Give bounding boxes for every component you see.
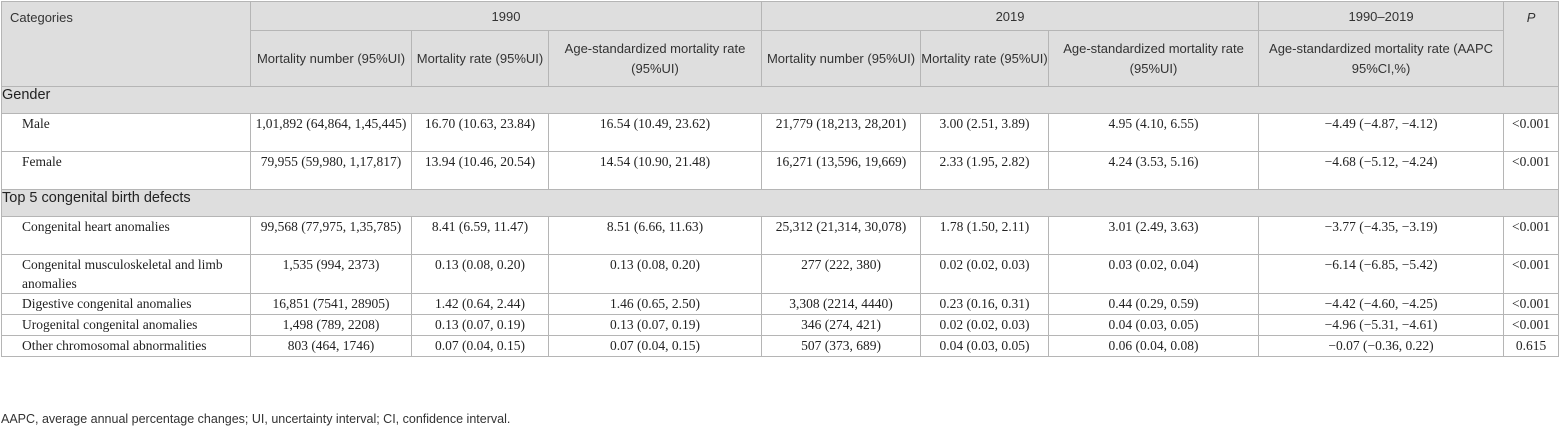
cell: 0.04 (0.03, 0.05): [920, 335, 1050, 357]
p-value: <0.001: [1503, 293, 1560, 315]
cell: 3,308 (2214, 4440): [761, 293, 922, 315]
p-value: <0.001: [1503, 113, 1560, 152]
p-value: <0.001: [1503, 216, 1560, 255]
header-group-2019: 2019: [761, 1, 1260, 31]
cell: 0.03 (0.02, 0.04): [1048, 254, 1260, 294]
cell: 21,779 (18,213, 28,201): [761, 113, 922, 152]
cell: 16,271 (13,596, 19,669): [761, 151, 922, 190]
cell: 16.54 (10.49, 23.62): [547, 113, 763, 152]
cell: 16,851 (7541, 28905): [250, 293, 412, 315]
cell: −4.42 (−4.60, −4.25): [1258, 293, 1505, 315]
table-footnote: AAPC, average annual percentage changes;…: [1, 412, 511, 426]
row-label: Female: [1, 151, 251, 190]
cell: 0.44 (0.29, 0.59): [1048, 293, 1260, 315]
section-title: Top 5 congenital birth defects: [0, 189, 1560, 217]
cell: 1,498 (789, 2208): [250, 314, 412, 336]
table-row: Congenital heart anomalies 99,568 (77,97…: [1, 216, 1560, 255]
row-label: Urogenital congenital anomalies: [1, 314, 251, 336]
cell: 8.41 (6.59, 11.47): [411, 216, 549, 255]
header-sub: Mortality number (95%UI): [250, 30, 412, 87]
cell: 0.13 (0.08, 0.20): [411, 254, 549, 294]
table-row: Digestive congenital anomalies 16,851 (7…: [1, 293, 1560, 315]
cell: 0.23 (0.16, 0.31): [920, 293, 1050, 315]
cell: −4.68 (−5.12, −4.24): [1258, 151, 1505, 190]
cell: 803 (464, 1746): [250, 335, 412, 357]
row-label: Congenital musculoskeletal and limb anom…: [1, 254, 251, 294]
section-header-gender: Gender: [0, 86, 1560, 114]
cell: 3.00 (2.51, 3.89): [920, 113, 1050, 152]
cell: 0.06 (0.04, 0.08): [1048, 335, 1260, 357]
header-group-change: 1990–2019: [1258, 1, 1505, 31]
table-row: Other chromosomal abnormalities 803 (464…: [1, 335, 1560, 357]
cell: 2.33 (1.95, 2.82): [920, 151, 1050, 190]
cell: 1,01,892 (64,864, 1,45,445): [250, 113, 412, 152]
cell: 3.01 (2.49, 3.63): [1048, 216, 1260, 255]
p-value: <0.001: [1503, 314, 1560, 336]
header-sub: Age-standardized mortality rate (95%UI): [1048, 30, 1260, 87]
cell: 79,955 (59,980, 1,17,817): [250, 151, 412, 190]
cell: 277 (222, 380): [761, 254, 922, 294]
cell: −0.07 (−0.36, 0.22): [1258, 335, 1505, 357]
header-sub: Mortality number (95%UI): [761, 30, 922, 87]
header-sub: Age-standardized mortality rate (95%UI): [547, 30, 763, 87]
cell: 1.42 (0.64, 2.44): [411, 293, 549, 315]
cell: 0.13 (0.07, 0.19): [411, 314, 549, 336]
cell: 1,535 (994, 2373): [250, 254, 412, 294]
cell: 1.78 (1.50, 2.11): [920, 216, 1050, 255]
cell: 0.02 (0.02, 0.03): [920, 314, 1050, 336]
row-label: Male: [1, 113, 251, 152]
header-row-groups: Categories 1990 2019 1990–2019 P: [1, 1, 1560, 87]
header-sub: Mortality rate (95%UI): [920, 30, 1050, 87]
cell: 13.94 (10.46, 20.54): [411, 151, 549, 190]
p-value: 0.615: [1503, 335, 1560, 357]
header-sub: Mortality rate (95%UI): [411, 30, 549, 87]
cell: −3.77 (−4.35, −3.19): [1258, 216, 1505, 255]
cell: −4.96 (−5.31, −4.61): [1258, 314, 1505, 336]
header-group-1990: 1990: [249, 1, 763, 31]
cell: 4.95 (4.10, 6.55): [1048, 113, 1260, 152]
cell: 14.54 (10.90, 21.48): [547, 151, 763, 190]
cell: 8.51 (6.66, 11.63): [547, 216, 763, 255]
cell: 0.07 (0.04, 0.15): [411, 335, 549, 357]
table-row: Urogenital congenital anomalies 1,498 (7…: [1, 314, 1560, 336]
mortality-table: Categories 1990 2019 1990–2019 P Mortali…: [0, 1, 1560, 357]
cell: 25,312 (21,314, 30,078): [761, 216, 922, 255]
cell: 346 (274, 421): [761, 314, 922, 336]
row-label: Digestive congenital anomalies: [1, 293, 251, 315]
section-title: Gender: [0, 86, 1560, 114]
cell: −4.49 (−4.87, −4.12): [1258, 113, 1505, 152]
cell: 0.13 (0.08, 0.20): [547, 254, 763, 294]
cell: 1.46 (0.65, 2.50): [547, 293, 763, 315]
header-p: P: [1503, 1, 1560, 87]
cell: 0.07 (0.04, 0.15): [547, 335, 763, 357]
cell: 99,568 (77,975, 1,35,785): [250, 216, 412, 255]
cell: 0.13 (0.07, 0.19): [547, 314, 763, 336]
cell: −6.14 (−6.85, −5.42): [1258, 254, 1505, 294]
cell: 4.24 (3.53, 5.16): [1048, 151, 1260, 190]
cell: 507 (373, 689): [761, 335, 922, 357]
row-label: Congenital heart anomalies: [1, 216, 251, 255]
p-value: <0.001: [1503, 151, 1560, 190]
header-row-subcolumns: Mortality number (95%UI) Mortality rate …: [1, 30, 1559, 87]
section-header-birth-defects: Top 5 congenital birth defects: [0, 189, 1560, 217]
table-row: Female 79,955 (59,980, 1,17,817) 13.94 (…: [1, 151, 1560, 190]
cell: 0.02 (0.02, 0.03): [920, 254, 1050, 294]
table-row: Congenital musculoskeletal and limb anom…: [1, 254, 1560, 294]
p-value: <0.001: [1503, 254, 1560, 294]
cell: 16.70 (10.63, 23.84): [411, 113, 549, 152]
header-sub: Age-standardized mortality rate (AAPC 95…: [1258, 30, 1505, 87]
row-label: Other chromosomal abnormalities: [1, 335, 251, 357]
cell: 0.04 (0.03, 0.05): [1048, 314, 1260, 336]
table-row: Male 1,01,892 (64,864, 1,45,445) 16.70 (…: [1, 113, 1560, 152]
header-categories: Categories: [1, 1, 251, 87]
